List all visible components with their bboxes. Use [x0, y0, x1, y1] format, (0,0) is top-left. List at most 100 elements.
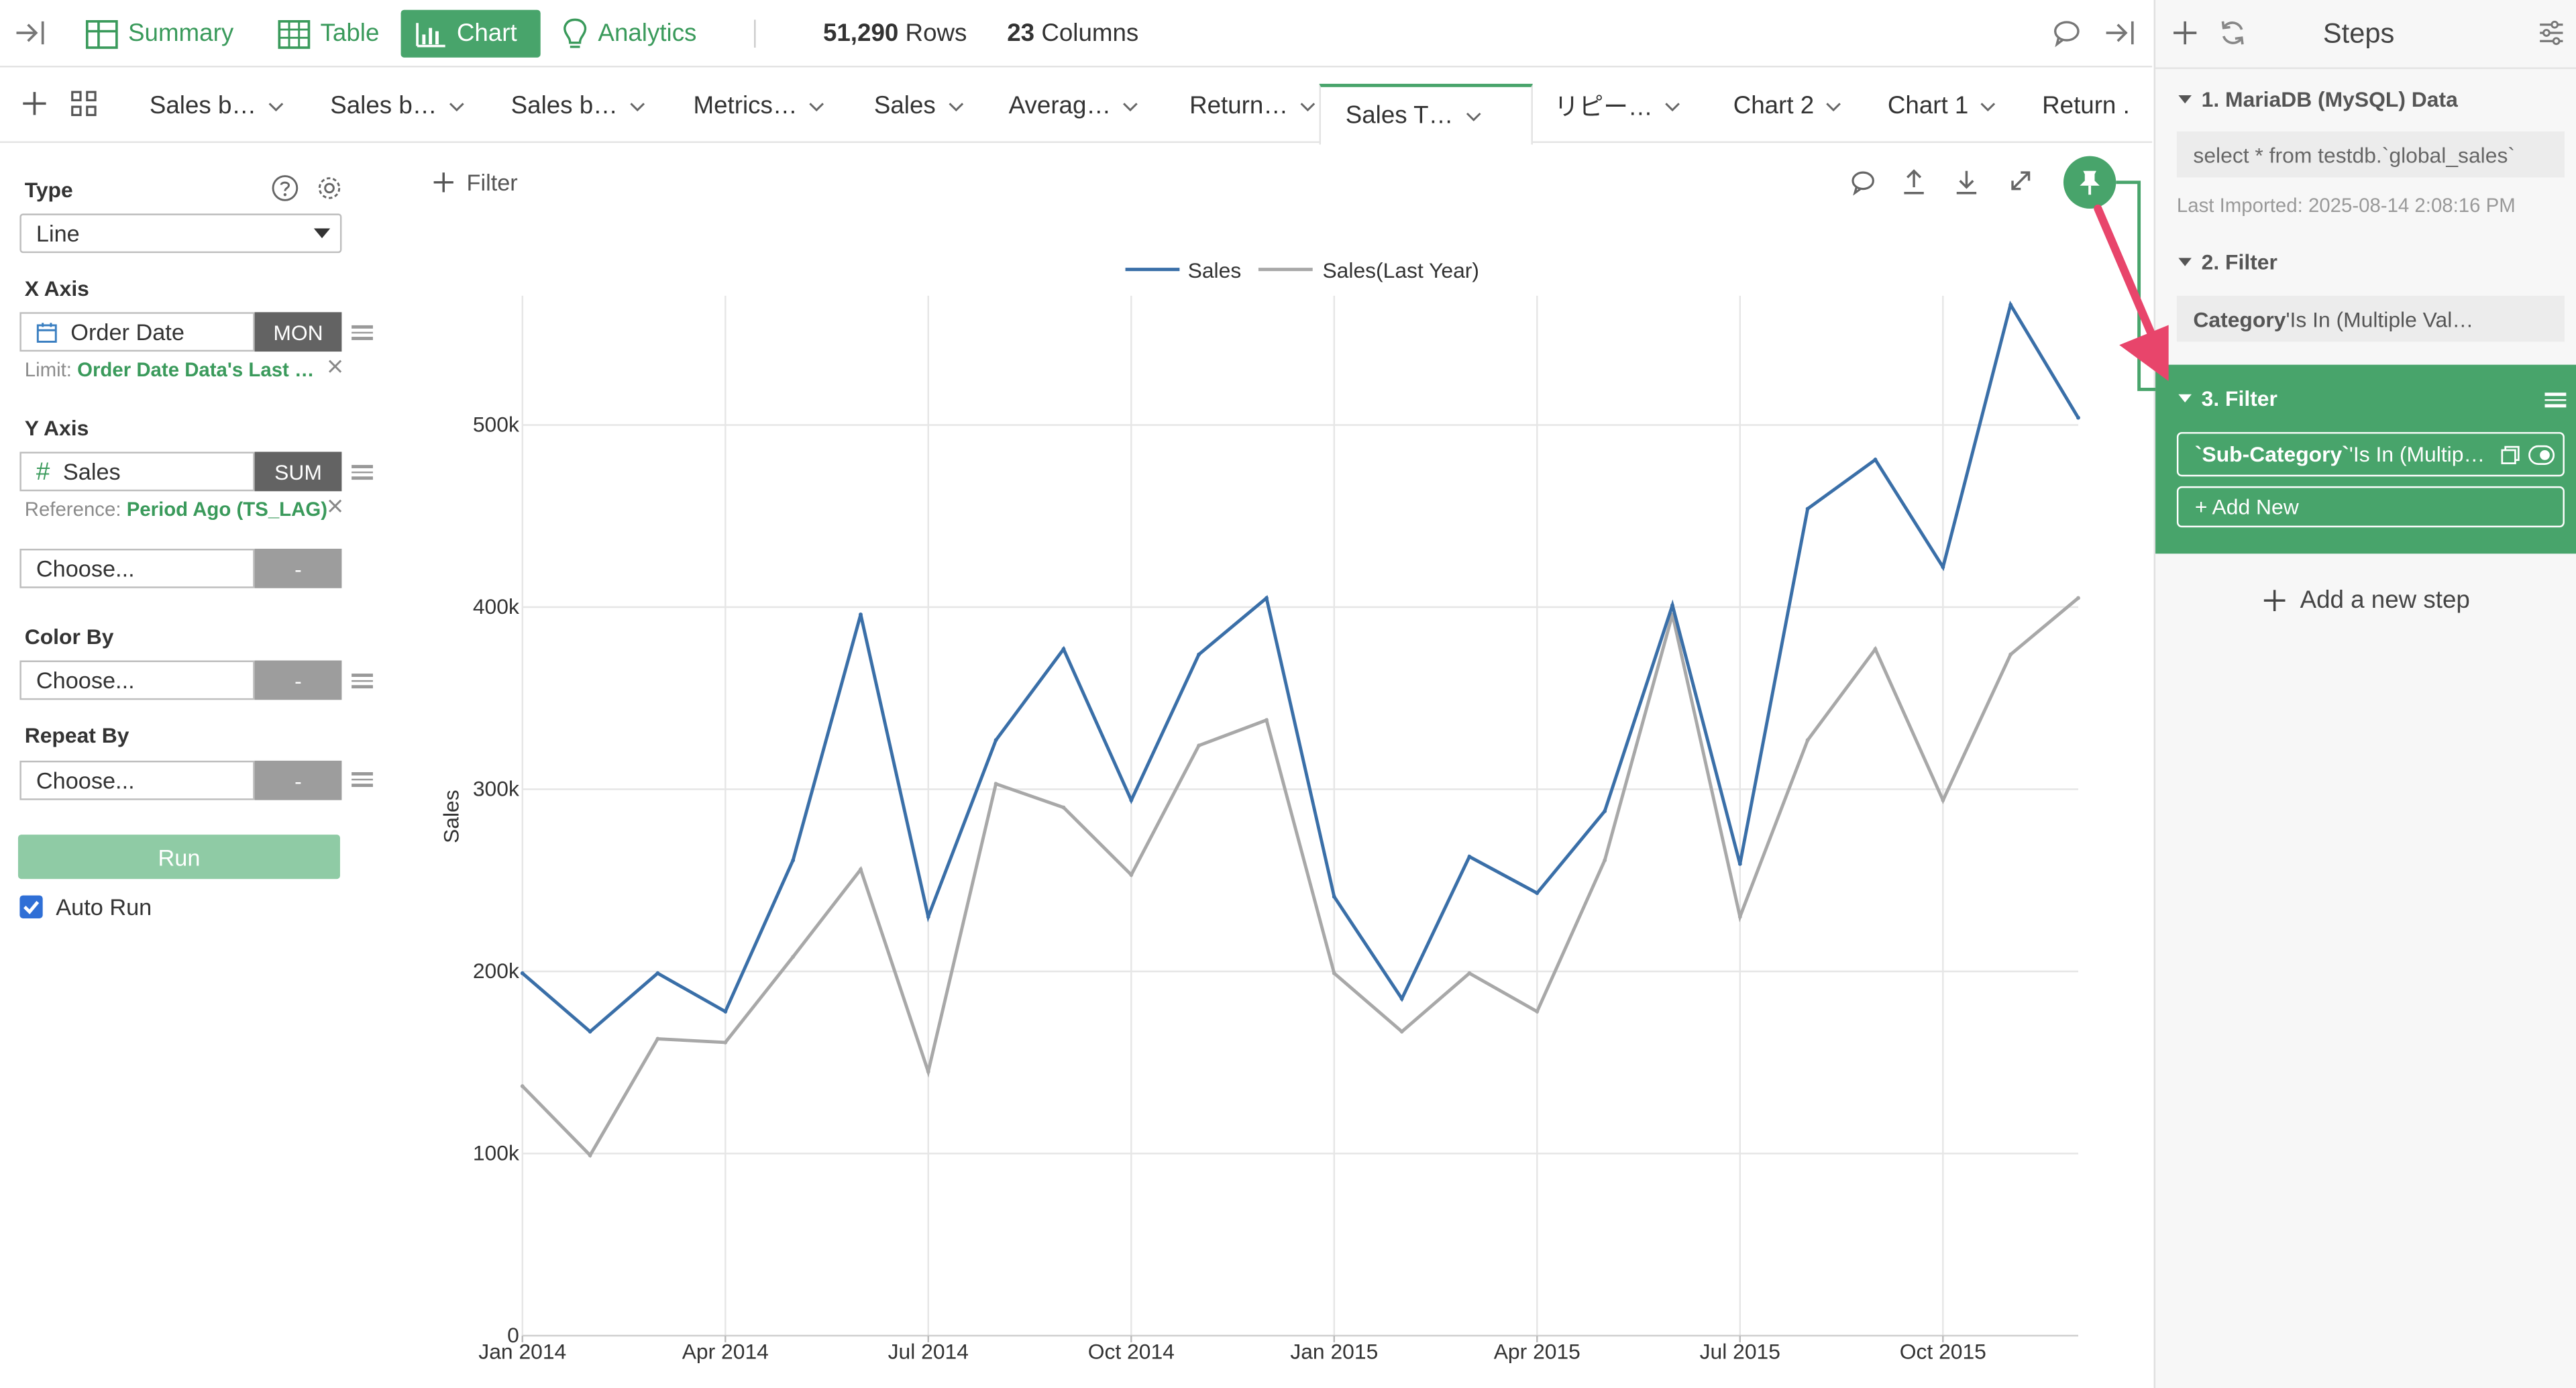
y-axis-extra-field[interactable]: Choose...: [19, 548, 255, 588]
tab-11[interactable]: Chart 1: [1888, 69, 1996, 143]
settings-sliders-icon[interactable]: [2536, 18, 2566, 48]
step-2-filter-condition: 'Is In (Multiple Val…: [2286, 306, 2474, 331]
step-3-filter[interactable]: `Sub-Category` 'Is In (Multip…: [2176, 432, 2565, 477]
y-axis-title: Sales: [439, 790, 463, 843]
x-axis-limit-value[interactable]: Order Date Data's Last …: [77, 358, 315, 382]
y-axis-extra-aggregation[interactable]: -: [254, 548, 342, 588]
upload-icon[interactable]: [1900, 168, 1927, 196]
data-point: [1129, 873, 1134, 877]
add-step-icon[interactable]: [2170, 18, 2200, 48]
chevron-down-icon[interactable]: [629, 101, 645, 111]
remove-limit-icon[interactable]: [327, 358, 343, 374]
column-count: 23 Columns: [1007, 19, 1138, 48]
chevron-down-icon[interactable]: [268, 101, 284, 111]
run-button[interactable]: Run: [17, 835, 340, 879]
tab-1[interactable]: Sales b…: [150, 69, 284, 143]
nav-table[interactable]: Table: [264, 10, 392, 58]
caret-down-icon: [313, 228, 331, 239]
chevron-down-icon[interactable]: [1825, 101, 1841, 111]
color-by-aggregation[interactable]: -: [254, 660, 342, 700]
chevron-down-icon[interactable]: [809, 101, 825, 111]
add-new-filter-button[interactable]: + Add New: [2176, 486, 2565, 528]
add-new-step-button[interactable]: Add a new step: [2263, 586, 2470, 615]
chart-comment-icon[interactable]: [1850, 169, 1876, 196]
top-toolbar: Summary Table Chart Analytics 51,290 Row…: [0, 0, 2153, 68]
add-filter-button[interactable]: Filter: [433, 169, 518, 195]
chevron-down-icon[interactable]: [1980, 101, 1996, 111]
tab-12[interactable]: Return .: [2042, 69, 2130, 143]
add-tab-icon[interactable]: [19, 89, 49, 118]
step-2-header[interactable]: 2. Filter: [2178, 250, 2277, 274]
comment-icon[interactable]: [2052, 18, 2082, 48]
step-1-query[interactable]: select * from testdb.`global_sales`: [2176, 131, 2565, 178]
repeat-by-menu-icon[interactable]: [352, 769, 373, 790]
tab-5[interactable]: Sales: [874, 69, 964, 143]
chart-type-select[interactable]: Line: [19, 213, 342, 254]
help-icon[interactable]: [271, 174, 299, 203]
step-3-menu-icon[interactable]: [2544, 389, 2567, 410]
step-1-title: 1. MariaDB (MySQL) Data: [2201, 87, 2458, 112]
data-point: [994, 738, 998, 743]
y-axis-field[interactable]: # Sales: [19, 451, 255, 492]
tab-6[interactable]: Averag…: [1009, 69, 1139, 143]
collapse-left-icon[interactable]: [13, 16, 46, 49]
chevron-down-icon[interactable]: [1664, 101, 1680, 111]
refresh-icon[interactable]: [2218, 18, 2247, 48]
data-point: [1399, 996, 1404, 1001]
chart-tab-bar: Sales b… Sales b… Sales b… Metrics… Sales Ave…: [0, 68, 2153, 145]
plus-icon: [433, 172, 453, 193]
x-axis-limit: Limit: Order Date Data's Last …: [25, 358, 315, 381]
chevron-down-icon[interactable]: [1122, 101, 1138, 111]
nav-chart[interactable]: Chart: [400, 9, 541, 58]
y-axis-aggregation[interactable]: SUM: [254, 451, 342, 492]
x-axis-aggregation[interactable]: MON: [254, 312, 342, 352]
repeat-by-field[interactable]: Choose...: [19, 760, 255, 800]
repeat-by-aggregation[interactable]: -: [254, 760, 342, 800]
visibility-toggle-icon[interactable]: [2528, 445, 2555, 465]
data-point: [588, 1153, 592, 1158]
column-count-label: Columns: [1041, 19, 1139, 48]
chevron-down-icon[interactable]: [449, 101, 465, 111]
step-3-header[interactable]: 3. Filter: [2178, 386, 2277, 411]
tab-3[interactable]: Sales b…: [511, 69, 646, 143]
pin-button[interactable]: [2063, 156, 2116, 209]
data-point: [1129, 798, 1134, 802]
y-axis-menu-icon[interactable]: [352, 462, 373, 482]
chevron-down-icon[interactable]: [1299, 101, 1316, 111]
tab-label: Sales b…: [149, 92, 257, 120]
tab-7[interactable]: Return…: [1189, 69, 1316, 143]
x-axis-field[interactable]: Order Date: [19, 312, 255, 352]
nav-summary[interactable]: Summary: [72, 10, 247, 58]
collapse-right-icon[interactable]: [2103, 16, 2136, 49]
remove-reference-icon[interactable]: [327, 498, 343, 514]
download-icon[interactable]: [1953, 168, 1980, 196]
data-point: [588, 1029, 592, 1034]
color-by-menu-icon[interactable]: [352, 670, 373, 691]
data-point: [1737, 861, 1742, 866]
x-axis-menu-icon[interactable]: [352, 322, 373, 343]
color-by-field[interactable]: Choose...: [19, 660, 255, 700]
tab-label: Metrics…: [693, 92, 798, 120]
step-2-filter[interactable]: Category 'Is In (Multiple Val…: [2176, 295, 2565, 342]
nav-analytics[interactable]: Analytics: [549, 10, 710, 58]
step-3-panel: 3. Filter `Sub-Category` 'Is In (Multip……: [2155, 364, 2576, 554]
step-1-header[interactable]: 1. MariaDB (MySQL) Data: [2178, 87, 2458, 112]
tab-grid-icon[interactable]: [69, 89, 99, 118]
tab-9[interactable]: リピー…: [1554, 69, 1681, 143]
data-point: [1941, 798, 1945, 802]
copy-icon[interactable]: [2500, 445, 2520, 465]
tab-4[interactable]: Metrics…: [693, 69, 825, 143]
row-count-label: Rows: [905, 19, 967, 48]
tab-8[interactable]: Sales T…: [1319, 83, 1533, 145]
y-axis-reference-value[interactable]: Period Ago (TS_LAG): [126, 498, 328, 521]
chevron-down-icon[interactable]: [947, 101, 963, 111]
data-point: [2008, 652, 2013, 657]
chevron-down-icon[interactable]: [1465, 111, 1481, 121]
gear-icon[interactable]: [315, 174, 343, 203]
data-point: [1467, 971, 1472, 975]
tab-10[interactable]: Chart 2: [1733, 69, 1842, 143]
step-3-title: 3. Filter: [2201, 386, 2277, 411]
tab-2[interactable]: Sales b…: [330, 69, 465, 143]
expand-icon[interactable]: [2008, 168, 2034, 194]
auto-run-checkbox[interactable]: [19, 895, 43, 918]
